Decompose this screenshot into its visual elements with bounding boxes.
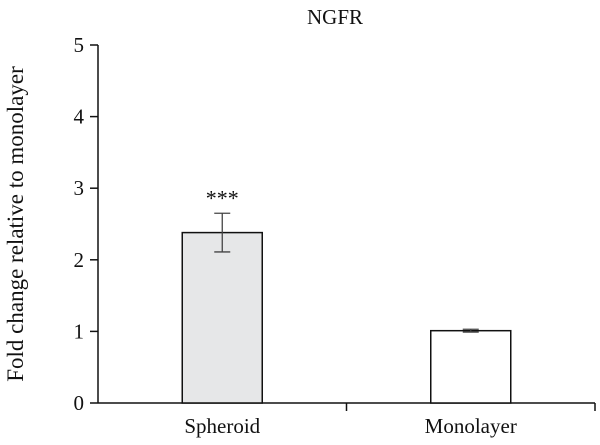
bar-spheroid (181, 231, 263, 404)
error-bars (214, 212, 479, 333)
bar-monolayer (430, 329, 512, 404)
y-tick-label: 3 (74, 176, 85, 200)
y-tick-label: 5 (74, 33, 85, 57)
bars (181, 231, 512, 404)
chart-title: NGFR (307, 5, 363, 29)
y-tick-label: 1 (74, 319, 85, 343)
y-tick-label: 0 (74, 391, 85, 415)
axes (97, 45, 596, 411)
x-tick-labels: Spheroid Monolayer (184, 414, 516, 438)
y-ticks: 0 1 2 3 4 5 (74, 33, 98, 415)
x-tick-label-spheroid: Spheroid (184, 414, 260, 438)
y-axis-label: Fold change relative to monolayer (3, 66, 28, 382)
y-tick-label: 2 (74, 248, 85, 272)
y-tick-label: 4 (74, 105, 85, 129)
significance-marker: *** (206, 185, 239, 210)
x-tick-label-monolayer: Monolayer (425, 414, 517, 438)
annotations: *** (206, 185, 239, 210)
